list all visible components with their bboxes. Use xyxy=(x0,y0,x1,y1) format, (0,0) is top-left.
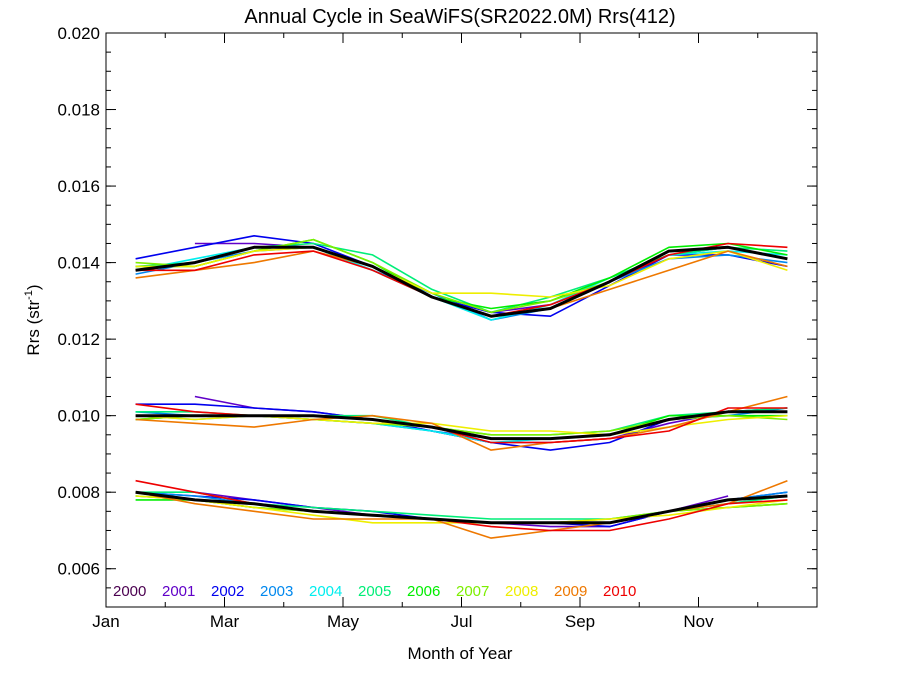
chart-title: Annual Cycle in SeaWiFS(SR2022.0M) Rrs(4… xyxy=(244,6,675,28)
x-tick-label: Mar xyxy=(210,612,240,631)
x-tick-label: Nov xyxy=(683,612,714,631)
y-axis: 0.006 0.008 0.010 0.012 0.014 0.016 0.018 0.020 xyxy=(57,24,817,608)
y-axis-label-main: Rrs (str xyxy=(24,300,43,356)
y-tick-label: 0.006 xyxy=(57,560,100,579)
mean-line-group-1 xyxy=(135,245,788,318)
x-tick-label: Sep xyxy=(565,612,595,631)
x-axis: Jan Mar May Jul Sep Nov xyxy=(92,33,818,631)
legend-item-2003: 2003 xyxy=(260,583,293,600)
y-axis-label-close: ) xyxy=(24,284,43,290)
y-axis-label: Rrs (str-1) xyxy=(23,284,43,355)
legend-item-2002: 2002 xyxy=(211,583,244,600)
legend-item-2006: 2006 xyxy=(407,583,440,600)
x-tick-label: Jul xyxy=(451,612,473,631)
legend-item-2010: 2010 xyxy=(603,583,636,600)
legend-item-2007: 2007 xyxy=(456,583,489,600)
x-axis-label: Month of Year xyxy=(408,644,513,663)
series-line-2002-group-1 xyxy=(135,235,788,317)
y-tick-label: 0.008 xyxy=(57,483,100,502)
legend-item-2004: 2004 xyxy=(309,583,342,600)
mean-line-group-2 xyxy=(135,410,788,441)
legend-item-2005: 2005 xyxy=(358,583,391,600)
x-tick-label: Jan xyxy=(92,612,119,631)
y-tick-label: 0.020 xyxy=(57,24,100,43)
legend-item-2001: 2001 xyxy=(162,583,195,600)
series-line-2009-group-3 xyxy=(135,479,788,539)
series-line-2008-group-1 xyxy=(135,246,788,298)
legend-item-2000: 2000 xyxy=(113,583,146,600)
y-tick-label: 0.010 xyxy=(57,407,100,426)
y-tick-label: 0.018 xyxy=(57,101,100,120)
y-axis-label-superscript: -1 xyxy=(23,290,35,300)
x-tick-label: May xyxy=(327,612,360,631)
y-tick-label: 0.014 xyxy=(57,254,100,273)
series-lines xyxy=(135,235,788,539)
legend: 2000 2001 2002 2003 2004 2005 2006 2007 2008 2009… xyxy=(113,583,636,600)
y-tick-label: 0.012 xyxy=(57,330,100,349)
y-tick-label: 0.016 xyxy=(57,177,100,196)
mean-line-group-3 xyxy=(135,490,788,525)
legend-item-2009: 2009 xyxy=(554,583,587,600)
legend-item-2008: 2008 xyxy=(505,583,538,600)
series-line-2009-group-2 xyxy=(135,395,788,451)
